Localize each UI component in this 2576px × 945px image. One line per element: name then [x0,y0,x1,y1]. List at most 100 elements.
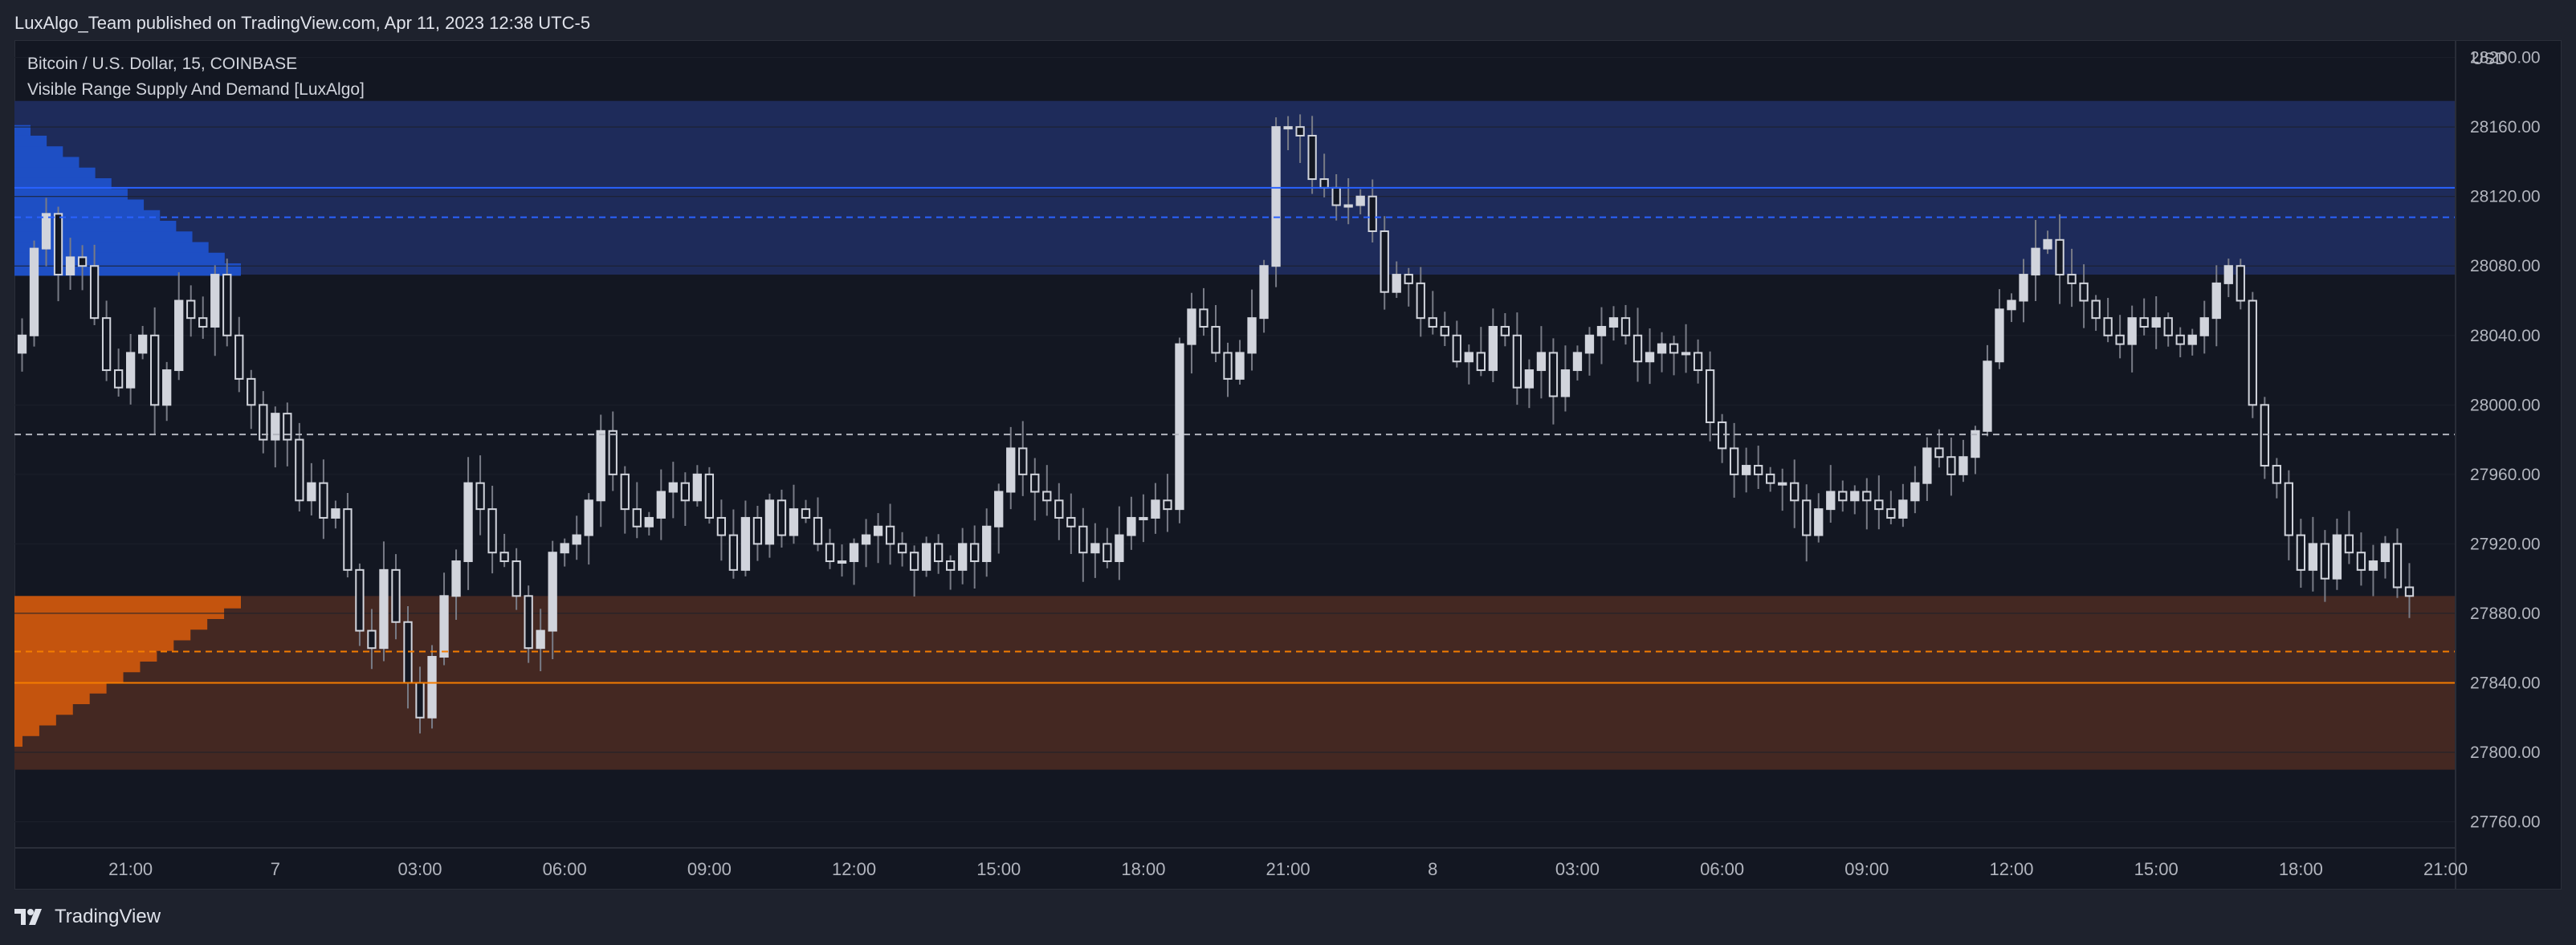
candle-body [2248,299,2257,406]
candle-body [1452,334,1461,363]
symbol-label[interactable]: Bitcoin / U.S. Dollar, 15, COINBASE [27,55,298,73]
candle-body [2392,543,2403,589]
candle-body [1464,352,1473,363]
candle-body [1584,334,1595,354]
candle-body [1380,230,1389,293]
candle-body [403,621,413,684]
candle-body [1620,317,1631,336]
candle-body [2223,265,2233,284]
candle-body [379,568,389,650]
candle-body [1283,126,1293,130]
supply-profile-bar [14,220,177,234]
candle-body [2019,274,2028,302]
candle-body [1862,491,1872,502]
demand-profile-bar [14,596,241,609]
candle-body [885,525,895,545]
x-tick-label: 7 [271,859,280,879]
candle-body [596,430,605,502]
supply-profile-bar [14,263,241,276]
candle-body [1078,525,1088,554]
candle-body [174,299,184,372]
supply-profile-bar [14,124,31,138]
candle-body [2344,534,2354,554]
candle-body [29,247,39,336]
x-tick-label: 15:00 [976,859,1021,879]
demand-profile-bar [14,659,141,673]
candle-body [2079,282,2089,302]
x-tick-label: 03:00 [1555,859,1600,879]
grid [14,57,2456,823]
candle-body [1440,325,1449,336]
supply-profile-bar [14,167,96,181]
candle-body [89,265,100,320]
candle-body [1669,343,1679,354]
candle-body [2115,334,2125,345]
candle-body [1850,491,1860,502]
y-tick-label: 27760.00 [2470,813,2541,832]
candlestick-chart[interactable]: 28200.00 28160.00 28120.00 28080.00 28040.00… [14,40,2562,890]
candle-body [994,491,1004,527]
candle-body [1235,352,1245,380]
candle-body [1271,126,1281,267]
candle-body [2272,465,2281,484]
candle-body [1331,186,1341,206]
candle-body [668,482,678,493]
candle-body [1548,352,1559,397]
candle-body [970,543,980,563]
x-tick-label: 18:00 [1121,859,1165,879]
x-tick-label: 21:00 [108,859,153,879]
candle-body [451,560,461,597]
supply-profile-bar [14,242,209,255]
candle-body [2127,317,2137,345]
tradingview-logo-icon [14,909,42,925]
candle-body [2007,299,2016,311]
candle-body [1295,126,1305,136]
publish-header: LuxAlgo_Team published on TradingView.co… [14,13,591,33]
candle-body [1886,508,1896,519]
candle-body [475,482,485,511]
candle-body [1066,516,1076,527]
candle-body [234,334,244,380]
y-tick-label: 28120.00 [2470,188,2541,206]
candle-body [2296,534,2306,571]
candle-body [2356,552,2366,571]
candle-body [1958,456,1968,475]
candle-body [150,334,160,406]
candle-body [1681,352,1691,356]
candle-body [1742,465,1751,475]
candle-body [125,352,136,389]
candle-body [1934,447,1944,458]
candle-body [1103,543,1112,563]
demand-profile-bar [14,617,208,630]
candle-body [1814,508,1824,536]
candle-body [1560,369,1571,397]
x-tick-label: 03:00 [397,859,442,879]
candle-body [1693,352,1703,372]
candle-body [897,543,907,554]
candle-body [1476,352,1486,372]
candle-body [101,317,112,372]
candle-body [861,534,871,545]
y-tick-label: 27800.00 [2470,743,2541,762]
candle-body [764,499,775,545]
candle-body [2260,404,2269,467]
candle-body [933,543,944,563]
candle-body [1416,282,1425,320]
supply-profile-bar [14,146,63,159]
candle-body [1030,473,1040,493]
candle-body [439,595,449,658]
supply-demand-zones [14,100,2456,770]
demand-profile-bar [14,702,73,715]
x-tick-label: 09:00 [1844,859,1889,879]
candle-body [1175,343,1184,511]
candle-body [873,525,883,536]
candle-body [1404,274,1413,284]
x-tick-label: 06:00 [543,859,587,879]
candle-body [825,543,835,563]
demand-profile-bar [14,734,22,747]
indicator-label[interactable]: Visible Range Supply And Demand [LuxAlgo… [27,80,365,99]
candle-body [620,473,630,511]
x-tick-label: 12:00 [1989,859,2033,879]
candle-body [536,629,545,650]
candle-body [283,413,292,441]
